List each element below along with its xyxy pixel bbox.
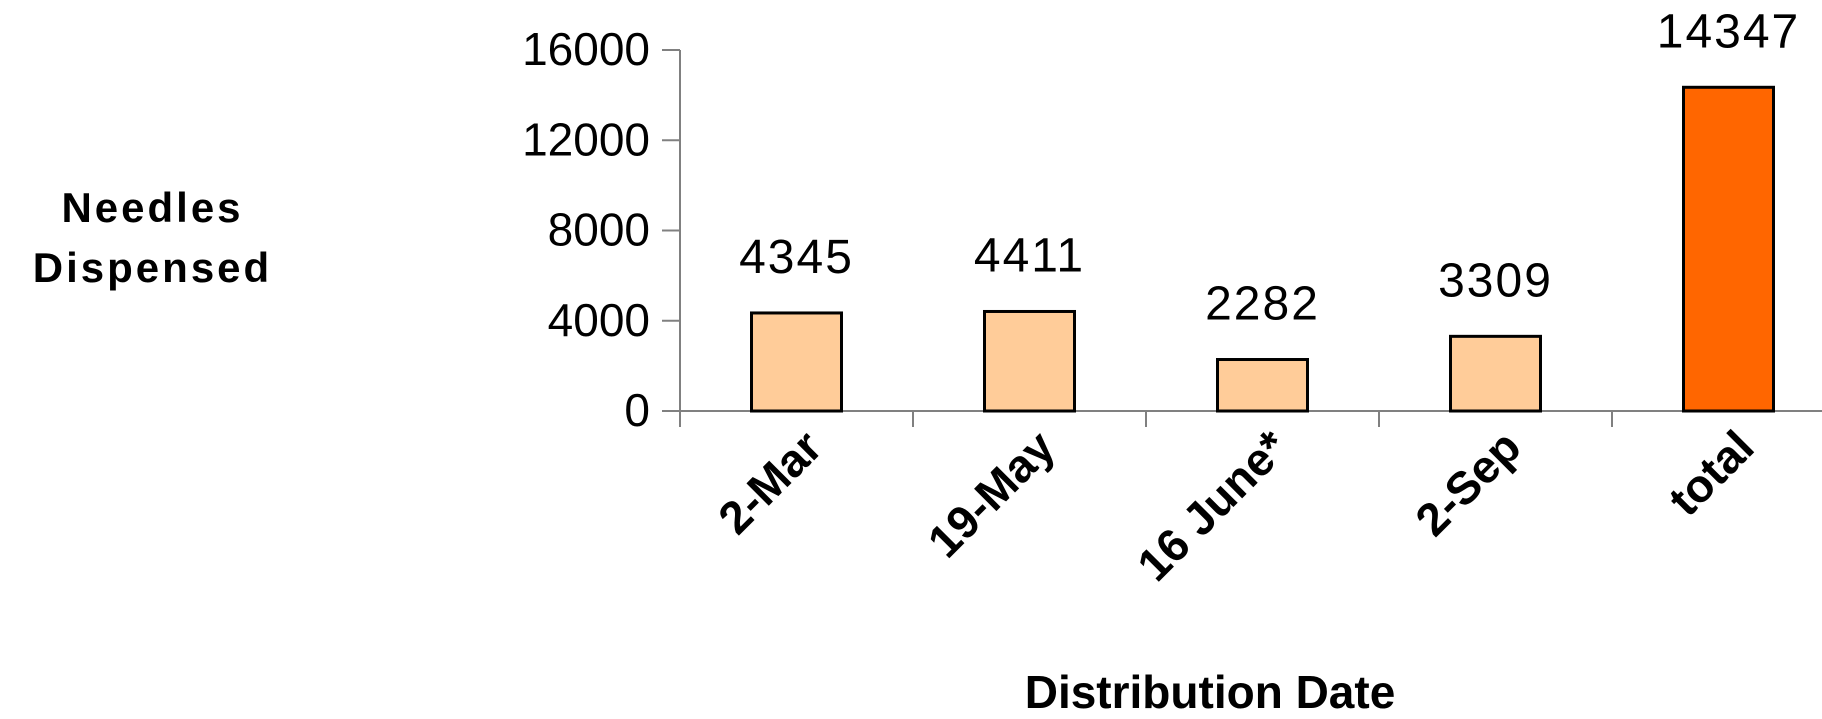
x-tick-label: 19-May bbox=[918, 420, 1065, 567]
y-tick-label: 16000 bbox=[522, 23, 650, 75]
y-axis-label-line1: Needles bbox=[61, 184, 244, 231]
bar-total bbox=[1682, 85, 1775, 413]
x-axis-label: Distribution Date bbox=[1024, 666, 1396, 718]
data-label: 3309 bbox=[1438, 254, 1553, 307]
data-label: 4411 bbox=[974, 229, 1085, 282]
bar-2-sep bbox=[1449, 334, 1542, 413]
data-label: 14347 bbox=[1657, 5, 1800, 58]
bar-2-mar bbox=[750, 311, 843, 413]
y-axis-label-line2: Dispensed bbox=[32, 244, 273, 291]
y-tick-label: 0 bbox=[624, 384, 650, 436]
y-tick-label: 12000 bbox=[522, 113, 650, 165]
data-label: 4345 bbox=[739, 231, 854, 284]
y-axis-label: Needles Dispensed bbox=[0, 178, 305, 298]
bar-16-june- bbox=[1216, 358, 1309, 413]
y-tick-label: 4000 bbox=[548, 294, 650, 346]
x-tick-label: total bbox=[1658, 420, 1763, 525]
data-label: 2282 bbox=[1205, 278, 1320, 331]
x-tick-label: 16 June* bbox=[1127, 420, 1298, 591]
bar-19-may bbox=[983, 309, 1076, 413]
x-tick-label: 2-Sep bbox=[1405, 420, 1530, 545]
x-tick-label: 2-Mar bbox=[708, 420, 832, 544]
y-tick-label: 8000 bbox=[548, 204, 650, 256]
